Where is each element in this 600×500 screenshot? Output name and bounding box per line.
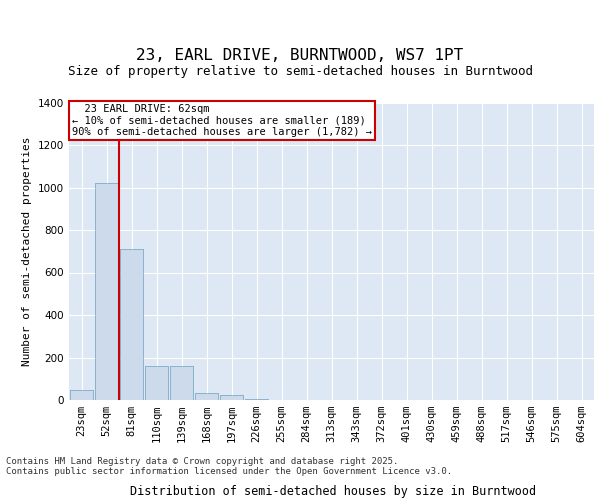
Y-axis label: Number of semi-detached properties: Number of semi-detached properties (22, 136, 32, 366)
Bar (95, 183, 118, 400)
Text: Contains HM Land Registry data © Crown copyright and database right 2025.
Contai: Contains HM Land Registry data © Crown c… (6, 456, 452, 476)
Bar (170, 366, 193, 400)
Bar (195, 392, 218, 400)
Bar (220, 394, 243, 400)
Bar (145, 366, 168, 400)
Text: 23 EARL DRIVE: 62sqm  
← 10% of semi-detached houses are smaller (189)
90% of se: 23 EARL DRIVE: 62sqm ← 10% of semi-detac… (71, 104, 371, 137)
Bar (220, 394, 243, 400)
Text: Size of property relative to semi-detached houses in Burntwood: Size of property relative to semi-detach… (67, 64, 533, 78)
Bar (195, 392, 218, 400)
Bar (70, 390, 93, 400)
Text: 23, EARL DRIVE, BURNTWOOD, WS7 1PT: 23, EARL DRIVE, BURNTWOOD, WS7 1PT (136, 48, 464, 62)
Bar (245, 398, 268, 400)
Bar (95, 183, 118, 400)
Bar (145, 366, 168, 400)
Bar (170, 366, 193, 400)
Text: Distribution of semi-detached houses by size in Burntwood: Distribution of semi-detached houses by … (130, 484, 536, 498)
Bar (120, 249, 143, 400)
Bar (245, 398, 268, 400)
Bar (120, 249, 143, 400)
Bar (70, 390, 93, 400)
